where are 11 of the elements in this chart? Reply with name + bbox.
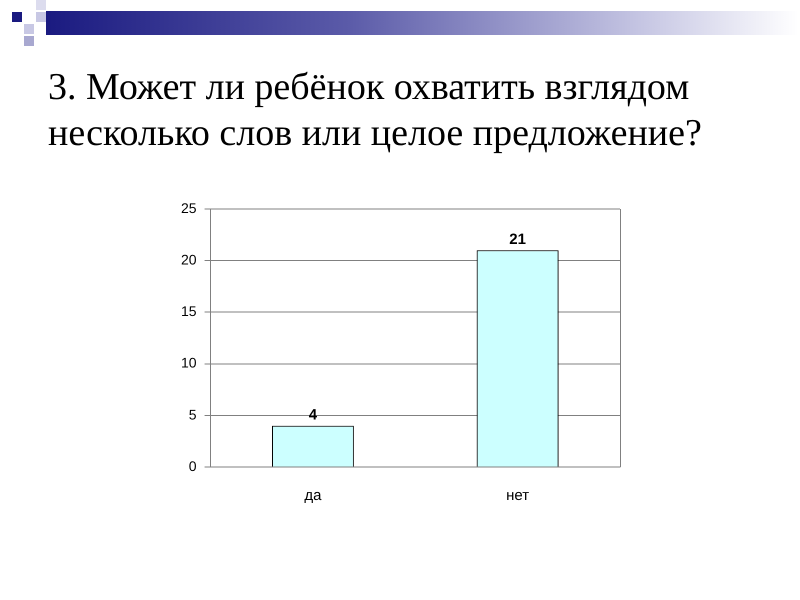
y-tick-label: 5 [188,406,197,422]
y-tick-label: 10 [180,354,197,371]
x-tick-label: нет [506,487,530,504]
y-tick-label: 0 [188,458,197,474]
chart-title: 3. Может ли ребёнок охватить взглядом несколько слов или целое предложение? [48,65,703,156]
x-tick-label: да [304,487,322,504]
y-tick-label: 15 [180,303,197,320]
y-tick-label: 25 [180,200,197,216]
data-label: 21 [509,230,526,248]
y-tick-label: 20 [180,251,197,268]
data-label: 4 [308,406,318,424]
